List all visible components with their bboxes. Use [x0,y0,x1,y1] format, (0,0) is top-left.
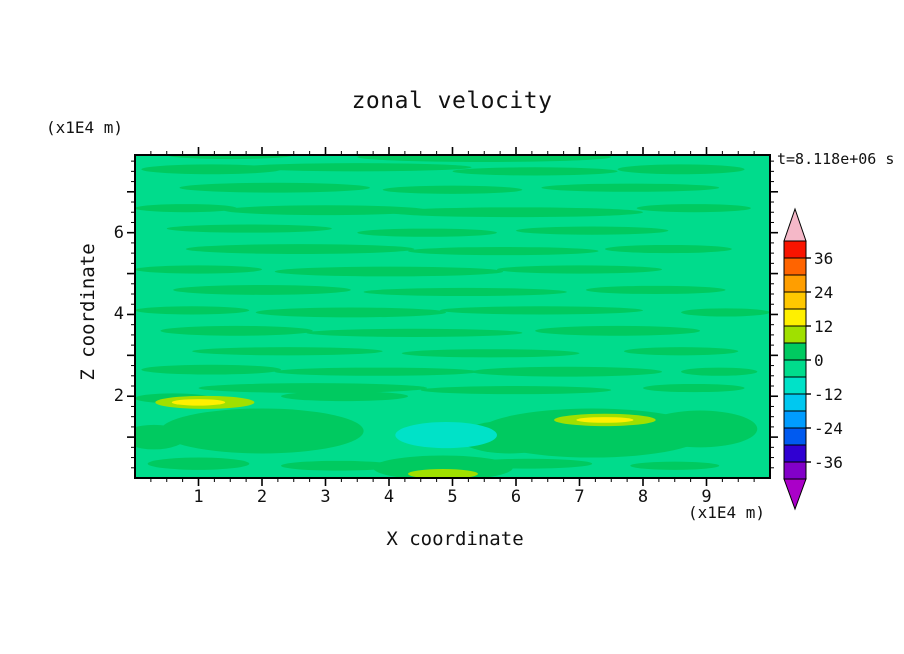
z-axis-unit-label: (x1E4 m) [46,118,124,137]
colorbar-band [783,427,807,446]
x-tick-label: 6 [510,487,522,507]
contour-blob [185,244,415,254]
x-tick-label: 9 [701,487,712,507]
x-axis-unit-label: (x1E4 m) [688,503,766,522]
colorbar-band [783,308,807,327]
x-tick-label: 4 [383,487,395,507]
x-tick-label: 8 [637,487,649,507]
contour-blob [173,285,351,295]
x-axis-title: X coordinate [386,528,524,550]
colorbar-arrow-top [783,207,807,242]
contour-blob [452,167,618,176]
contour-blob [382,185,523,194]
colorbar-band [783,359,807,378]
contour-blob [160,325,313,336]
x-tick-label: 5 [447,487,458,507]
x-tick-label: 3 [320,487,331,507]
contour-blob [408,246,599,256]
contour-blob [420,386,612,395]
colorbar-band [783,291,807,310]
contour-blob [681,308,770,317]
colorbar-band [783,274,807,293]
contour-blob [541,183,720,192]
plot-title: zonal velocity [351,88,553,114]
colorbar-band [783,240,807,259]
contour-blob [516,226,669,235]
plot-frame [134,154,771,479]
contour-blob [465,458,593,469]
contour-blob [171,399,226,406]
contour-blob [630,461,720,470]
colorbar-band [783,444,807,463]
contour-blob [395,421,497,449]
contour-blob [576,417,634,423]
contour-blob [643,410,758,448]
contour-blob [535,325,701,336]
contour-blob [401,349,580,358]
contour-blob [408,469,478,478]
colorbar-label: -12 [814,385,843,404]
contour-field [135,155,770,478]
colorbar-label: 0 [814,351,824,370]
contour-blob [363,287,567,297]
x-tick-label: 2 [256,487,268,507]
contour-blob [439,306,643,315]
contour-blob [141,364,282,375]
contour-blob [179,182,370,193]
contour-blob [281,460,396,471]
contour-blob [135,204,237,213]
colorbar-label: 24 [814,283,834,302]
y-tick-label: 6 [113,222,124,243]
colorbar-band [783,376,807,395]
timestamp-label: t=8.118e+06 s [777,150,895,168]
contour-blob [357,228,497,237]
contour-blob [135,306,250,315]
colorbar-band [783,410,807,429]
contour-blob [643,383,745,393]
contour-blob [604,244,732,254]
contour-blob [160,408,364,454]
contour-blob [135,424,186,450]
contour-blob [242,163,472,172]
contour-blob [471,366,663,377]
y-tick-label: 2 [113,386,124,407]
colorbar-band [783,342,807,361]
contour-blob [681,367,758,376]
colorbar-label: -24 [814,419,843,438]
contour-blob [306,328,523,337]
colorbar-band [783,461,807,480]
colorbar-label: 12 [814,317,834,336]
contour-blob [166,155,294,160]
contour-blob [135,265,262,274]
contour-blob [198,383,428,393]
contour-blob [585,285,726,295]
colorbar-band [783,325,807,344]
colorbar-arrow-bottom [783,478,807,511]
colorbar-label: -36 [814,453,843,472]
contour-blob [496,265,663,274]
y-tick-label: 4 [113,304,124,325]
contour-blob [274,266,504,277]
contour-blob [147,457,250,470]
contour-blob [357,155,612,162]
colorbar-label: 36 [814,249,834,268]
x-tick-label: 7 [574,487,585,507]
contour-blob [192,347,383,356]
contour-blob [623,347,739,356]
contour-blob [255,307,447,318]
contour-blob [281,391,409,402]
contour-blob [166,224,332,233]
x-tick-label: 1 [193,487,204,507]
contour-blob [636,204,751,213]
contour-blob [389,207,643,218]
contour-blob [274,367,478,376]
colorbar-band [783,393,807,412]
colorbar-band [783,257,807,276]
contour-blob [223,205,428,216]
contour-blob [617,164,745,175]
